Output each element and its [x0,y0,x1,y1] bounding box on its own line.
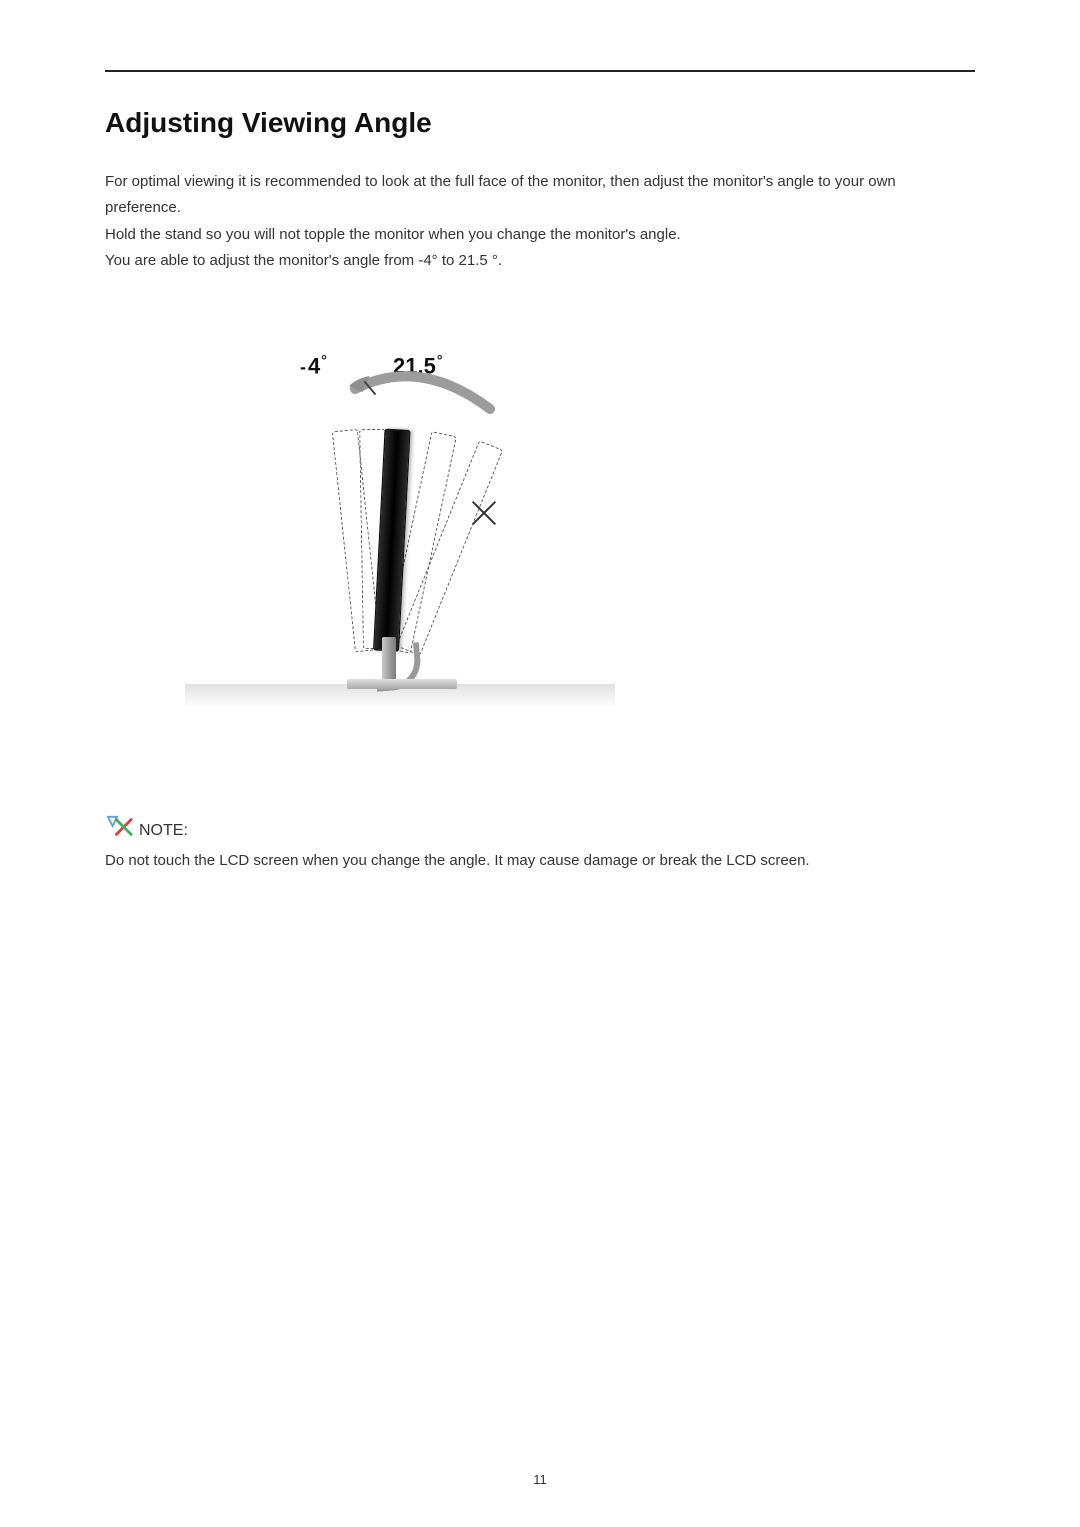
note-icon [105,814,135,840]
note-text: Do not touch the LCD screen when you cha… [105,848,975,874]
minus-sign: - [300,357,306,377]
note-header: NOTE: [105,814,975,840]
forbidden-x-icon [470,499,498,527]
page-title: Adjusting Viewing Angle [105,107,975,139]
stand-base [347,679,457,689]
top-rule [105,70,975,72]
angle-min-value: 4 [308,353,320,378]
tilt-diagram: -4° 21.5° [185,334,615,734]
intro-paragraph-2: Hold the stand so you will not topple th… [105,222,975,248]
document-page: Adjusting Viewing Angle For optimal view… [0,0,1080,1527]
note-label: NOTE: [139,822,188,840]
page-number: 11 [0,1472,1080,1487]
note-section: NOTE: Do not touch the LCD screen when y… [105,814,975,874]
intro-paragraph-1: For optimal viewing it is recommended to… [105,169,975,222]
intro-paragraph-3: You are able to adjust the monitor's ang… [105,248,975,274]
angle-min-label: -4° [300,352,327,379]
degree-symbol-min: ° [321,352,327,368]
